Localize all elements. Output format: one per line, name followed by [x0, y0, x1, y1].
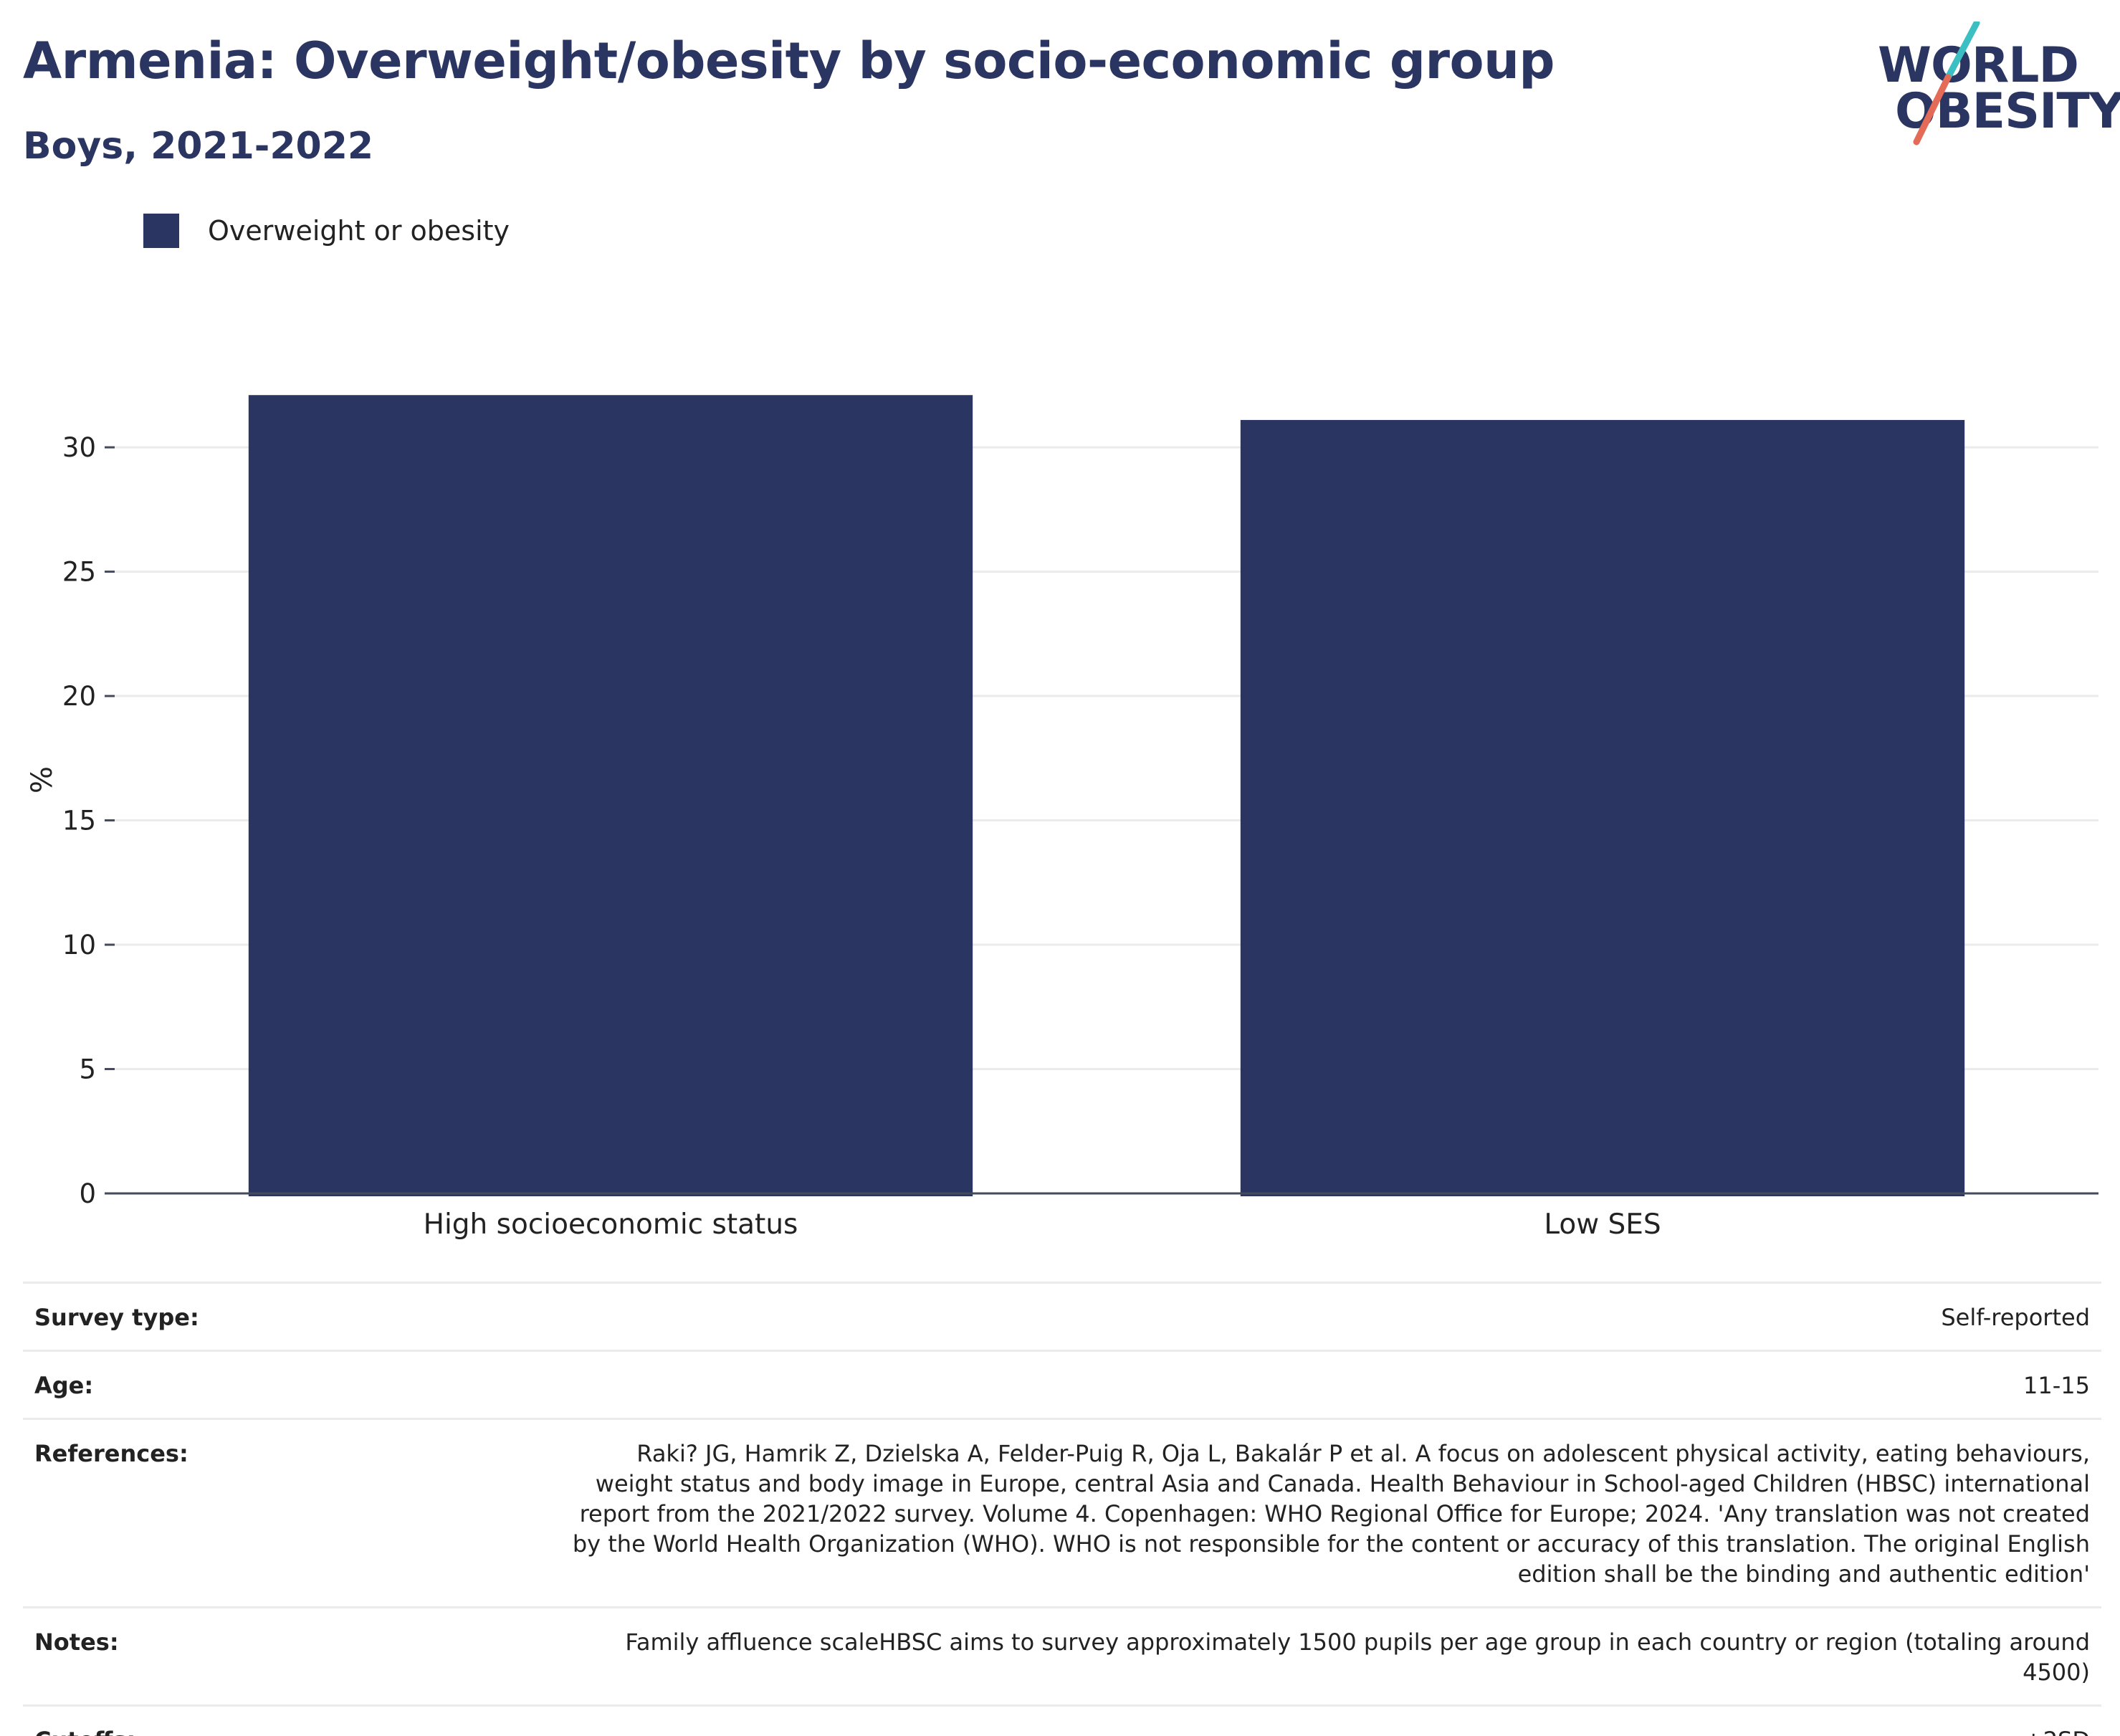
y-axis-label: % [26, 766, 59, 793]
metadata-label: Age: [34, 1372, 94, 1399]
legend: Overweight or obesity [143, 214, 510, 248]
y-tick-label: 15 [62, 806, 96, 836]
y-axis-ticks: 0 5 10 15 20 25 30 [62, 432, 115, 1209]
bar-chart: 0 5 10 15 20 25 30 High socioeconomic status Lo… [26, 395, 2098, 1241]
metadata-value: Raki? JG, Hamrik Z, Dzielska A, Felder-P… [572, 1440, 2090, 1588]
bar-low-ses[interactable] [1240, 419, 1965, 1196]
bar-high-ses[interactable] [248, 395, 973, 1196]
metadata-label: References: [34, 1440, 188, 1467]
x-tick-label: Low SES [1544, 1208, 1661, 1241]
y-tick-label: 25 [62, 557, 96, 588]
y-tick-label: 10 [62, 930, 96, 960]
metadata-value: 11-15 [2023, 1372, 2090, 1399]
logo-slash-icon [1913, 22, 1980, 146]
metadata-table: Survey type: Self-reported Age: 11-15 Refere… [23, 1282, 2101, 1736]
y-tick-label: 0 [79, 1178, 96, 1209]
legend-label: Overweight or obesity [208, 215, 510, 247]
bars [248, 395, 1965, 1196]
metadata-row: References: Raki? JG, Hamrik Z, Dzielska … [23, 1418, 2101, 1606]
metadata-row: Cutoffs: +2SD [23, 1704, 2101, 1736]
metadata-value: Family affluence scaleHBSC aims to surve… [625, 1628, 2090, 1686]
metadata-row: Survey type: Self-reported [23, 1282, 2101, 1350]
y-tick-label: 20 [62, 681, 96, 712]
metadata-label: Cutoffs: [34, 1725, 135, 1736]
chart-title: Armenia: Overweight/obesity by socio-eco… [23, 32, 1555, 90]
logo-text-world: WORLD [1878, 37, 2079, 94]
chart-subtitle: Boys, 2021-2022 [23, 125, 374, 168]
metadata-label: Survey type: [34, 1304, 199, 1331]
y-tick-label: 5 [79, 1054, 96, 1085]
world-obesity-logo: WORLD OBESITY [1863, 22, 2120, 151]
metadata-row: Notes: Family affluence scaleHBSC aims to… [23, 1606, 2101, 1704]
metadata-value: +2SD [563, 1725, 2090, 1736]
metadata-row: Age: 11-15 [23, 1350, 2101, 1418]
legend-swatch [143, 214, 179, 248]
metadata-value: Self-reported [1941, 1304, 2090, 1331]
y-tick-label: 30 [62, 432, 96, 463]
metadata-label: Notes: [34, 1628, 119, 1656]
x-axis-ticks: High socioeconomic status Low SES [424, 1208, 1661, 1241]
x-tick-label: High socioeconomic status [424, 1208, 798, 1241]
